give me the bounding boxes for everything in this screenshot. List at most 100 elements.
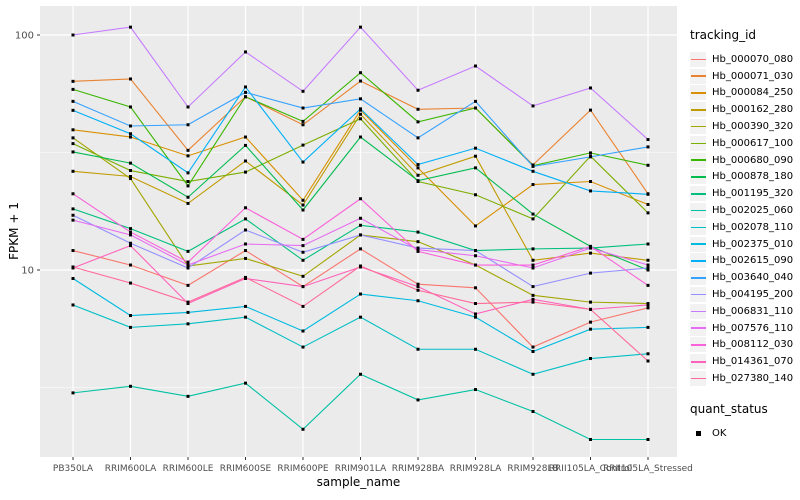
legend-item-Hb_000680_090: Hb_000680_090 bbox=[690, 152, 798, 169]
data-point bbox=[186, 171, 190, 175]
data-point bbox=[416, 240, 420, 244]
data-point bbox=[186, 300, 190, 304]
data-point bbox=[416, 179, 420, 183]
line-swatch-icon bbox=[690, 159, 706, 161]
legend-title-tracking-id: tracking_id bbox=[690, 28, 757, 42]
data-point bbox=[301, 345, 305, 349]
legend-label: Hb_002375_010 bbox=[712, 238, 794, 250]
legend-item-Hb_002078_110: Hb_002078_110 bbox=[690, 219, 798, 236]
legend-key bbox=[690, 135, 706, 151]
data-point bbox=[129, 227, 132, 231]
data-point bbox=[531, 266, 535, 270]
data-point bbox=[301, 106, 305, 110]
data-point bbox=[129, 135, 132, 139]
data-point bbox=[646, 437, 650, 441]
x-tick-label: RRIM928BA bbox=[392, 464, 445, 474]
data-point bbox=[474, 146, 477, 150]
data-point bbox=[71, 277, 75, 281]
legend-key bbox=[690, 371, 706, 387]
data-point bbox=[474, 106, 477, 110]
line-swatch-icon bbox=[690, 344, 706, 346]
data-point bbox=[474, 166, 477, 170]
legend-item-Hb_000084_250: Hb_000084_250 bbox=[690, 85, 798, 102]
legend-label: Hb_000071_030 bbox=[712, 70, 794, 82]
legend-label: Hb_002078_110 bbox=[712, 221, 794, 233]
data-point bbox=[416, 246, 420, 250]
data-point bbox=[301, 119, 305, 123]
line-swatch-icon bbox=[690, 310, 706, 313]
line-swatch-icon bbox=[690, 176, 706, 178]
data-point bbox=[129, 233, 132, 237]
data-point bbox=[359, 315, 362, 319]
data-point bbox=[71, 303, 75, 307]
data-point bbox=[244, 50, 247, 54]
legend: tracking_id Hb_000070_080 Hb_000071_030 Hb… bbox=[690, 28, 798, 442]
line-swatch-icon bbox=[690, 260, 706, 262]
data-point bbox=[244, 304, 247, 308]
data-point bbox=[416, 120, 420, 124]
line-swatch-icon bbox=[690, 92, 706, 94]
data-point bbox=[589, 307, 592, 311]
data-point bbox=[129, 174, 132, 178]
data-point bbox=[646, 266, 650, 270]
legend-item-Hb_000162_280: Hb_000162_280 bbox=[690, 101, 798, 118]
data-point bbox=[474, 254, 477, 258]
data-point bbox=[301, 203, 305, 207]
data-point bbox=[244, 85, 247, 89]
data-point bbox=[301, 123, 305, 127]
legend-label: Hb_014361_070 bbox=[712, 356, 794, 368]
data-point bbox=[589, 246, 592, 250]
data-point bbox=[646, 283, 650, 287]
data-point bbox=[416, 299, 420, 303]
line-swatch-icon bbox=[690, 243, 706, 245]
data-point bbox=[244, 217, 247, 221]
data-point bbox=[244, 228, 247, 232]
data-point bbox=[186, 148, 190, 152]
data-point bbox=[186, 201, 190, 205]
data-point bbox=[129, 161, 132, 165]
data-point bbox=[186, 263, 190, 267]
data-point bbox=[129, 77, 132, 81]
data-point bbox=[646, 325, 650, 329]
data-point bbox=[244, 242, 247, 246]
data-point bbox=[71, 79, 75, 83]
line-swatch-icon bbox=[690, 293, 706, 296]
data-point bbox=[129, 263, 132, 267]
data-point bbox=[531, 345, 535, 349]
line-swatch-icon bbox=[690, 327, 706, 329]
data-point bbox=[416, 398, 420, 402]
legend-item-Hb_006831_110: Hb_006831_110 bbox=[690, 303, 798, 320]
data-point bbox=[71, 249, 75, 253]
x-tick-label: RRIM600PE bbox=[277, 464, 329, 474]
legend-label: Hb_008112_030 bbox=[712, 339, 794, 351]
data-point bbox=[589, 86, 592, 90]
y-tick-label: 100 bbox=[15, 31, 34, 42]
legend-key bbox=[690, 270, 706, 286]
data-point bbox=[301, 329, 305, 333]
data-point bbox=[129, 384, 132, 388]
data-point bbox=[301, 304, 305, 308]
data-point bbox=[416, 288, 420, 292]
data-point bbox=[301, 208, 305, 212]
data-point bbox=[71, 218, 75, 222]
data-point bbox=[474, 154, 477, 158]
line-swatch-icon bbox=[690, 377, 706, 380]
data-point bbox=[416, 136, 420, 140]
y-tick-label: 10 bbox=[21, 266, 34, 277]
data-point bbox=[531, 293, 535, 297]
legend-label: Hb_000390_320 bbox=[712, 121, 794, 133]
data-point bbox=[416, 166, 420, 170]
legend-label: Hb_002025_060 bbox=[712, 205, 794, 217]
data-point bbox=[71, 265, 75, 269]
data-point bbox=[589, 151, 592, 155]
line-swatch-icon bbox=[690, 226, 706, 229]
legend-item-Hb_002615_090: Hb_002615_090 bbox=[690, 253, 798, 270]
data-point bbox=[359, 264, 362, 268]
legend-label: Hb_027380_140 bbox=[712, 373, 794, 385]
data-point bbox=[531, 104, 535, 108]
data-point bbox=[474, 302, 477, 306]
data-point bbox=[359, 71, 362, 75]
legend-item-quant-ok: OK bbox=[690, 425, 798, 442]
data-point bbox=[474, 249, 477, 253]
